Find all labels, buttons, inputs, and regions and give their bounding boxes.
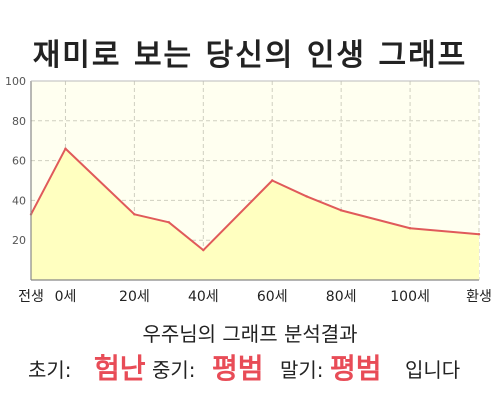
early-label: 초기: — [28, 358, 72, 382]
data-point — [167, 221, 171, 224]
middle-value: 평범 — [212, 352, 264, 385]
x-tick-label: 0세 — [55, 289, 77, 305]
analysis-heading: 우주님의 그래프 분석결과 — [142, 322, 358, 346]
y-tick-label: 20 — [12, 234, 26, 247]
early-value: 험난 — [94, 352, 146, 385]
x-tick-label: 40세 — [188, 289, 219, 305]
x-tick-label: 100세 — [390, 289, 430, 305]
data-point — [339, 209, 343, 212]
data-point — [64, 147, 67, 150]
series-line — [30, 147, 480, 252]
y-tick-label: 100 — [5, 75, 26, 88]
verdict-suffix: 입니다 — [405, 358, 461, 382]
analysis-verdict: 초기: 험난 중기: 평범 말기: 평범 입니다 — [0, 345, 500, 385]
x-tick-label: 20세 — [119, 289, 150, 305]
data-point — [202, 248, 205, 252]
data-point — [271, 179, 274, 182]
late-label: 말기: — [280, 358, 324, 382]
data-point — [133, 213, 136, 216]
area-fill — [31, 148, 479, 280]
chart-title: 재미로 보는 당신의 인생 그래프 — [32, 38, 468, 73]
x-tick-label: 80세 — [326, 289, 357, 305]
y-tick-label: 40 — [12, 194, 26, 207]
x-tick-label: 환생 — [466, 289, 492, 305]
life-graph-chart: 20 40 60 80 100 전생 0세 20세 40세 60세 80세 100세 환생 — [5, 75, 492, 305]
x-tick-label: 전생 — [18, 289, 44, 305]
middle-label: 중기: — [152, 358, 196, 382]
data-point — [477, 233, 481, 236]
y-tick-label: 60 — [12, 155, 26, 168]
x-tick-label: 60세 — [257, 289, 288, 305]
y-tick-label: 80 — [12, 115, 26, 128]
data-point — [408, 227, 412, 230]
late-value: 평범 — [330, 352, 382, 385]
data-point — [305, 195, 308, 198]
